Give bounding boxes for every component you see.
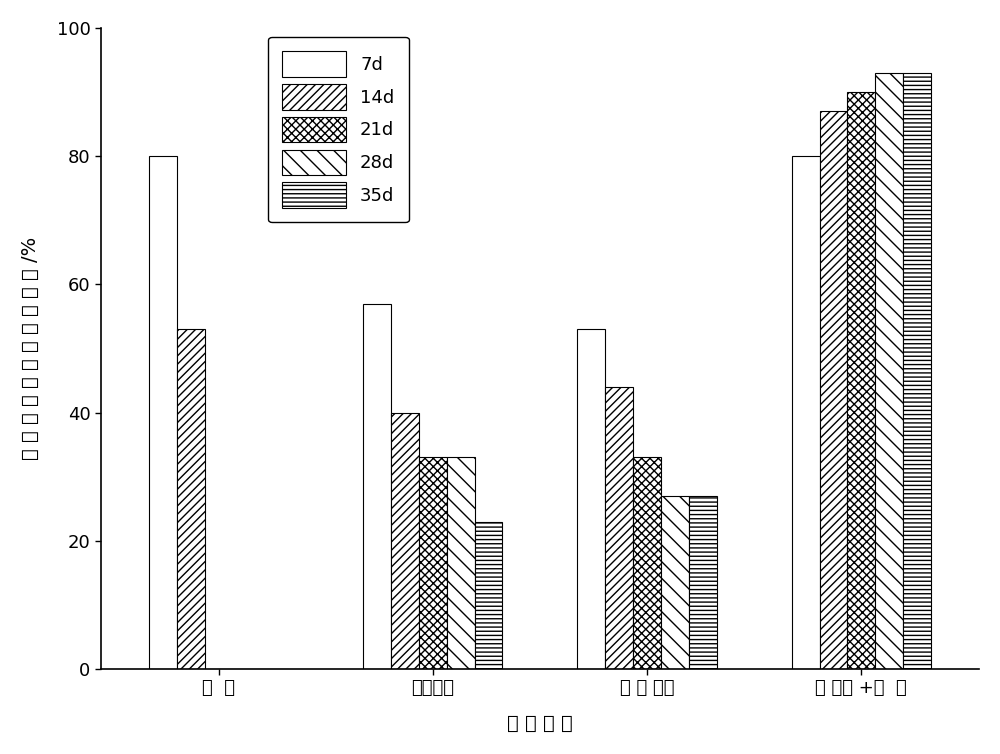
Bar: [847, 92, 875, 669]
Bar: [447, 458, 475, 669]
Bar: [875, 72, 903, 669]
Bar: [661, 496, 689, 669]
Bar: [689, 496, 717, 669]
Bar: [577, 329, 605, 669]
Bar: [820, 111, 847, 669]
Bar: [177, 329, 205, 669]
Bar: [149, 156, 177, 669]
Y-axis label: 迁 移 出 细 胞 的 组 织 块 比 率 /%: 迁 移 出 细 胞 的 组 织 块 比 率 /%: [21, 237, 40, 460]
Bar: [633, 458, 661, 669]
Legend: 7d, 14d, 21d, 28d, 35d: 7d, 14d, 21d, 28d, 35d: [268, 37, 409, 222]
Bar: [605, 387, 633, 669]
Bar: [903, 72, 931, 669]
X-axis label: 消 毒 方 式: 消 毒 方 式: [507, 714, 573, 733]
Bar: [475, 522, 502, 669]
Bar: [363, 304, 391, 669]
Bar: [419, 458, 447, 669]
Bar: [391, 412, 419, 669]
Bar: [792, 156, 820, 669]
